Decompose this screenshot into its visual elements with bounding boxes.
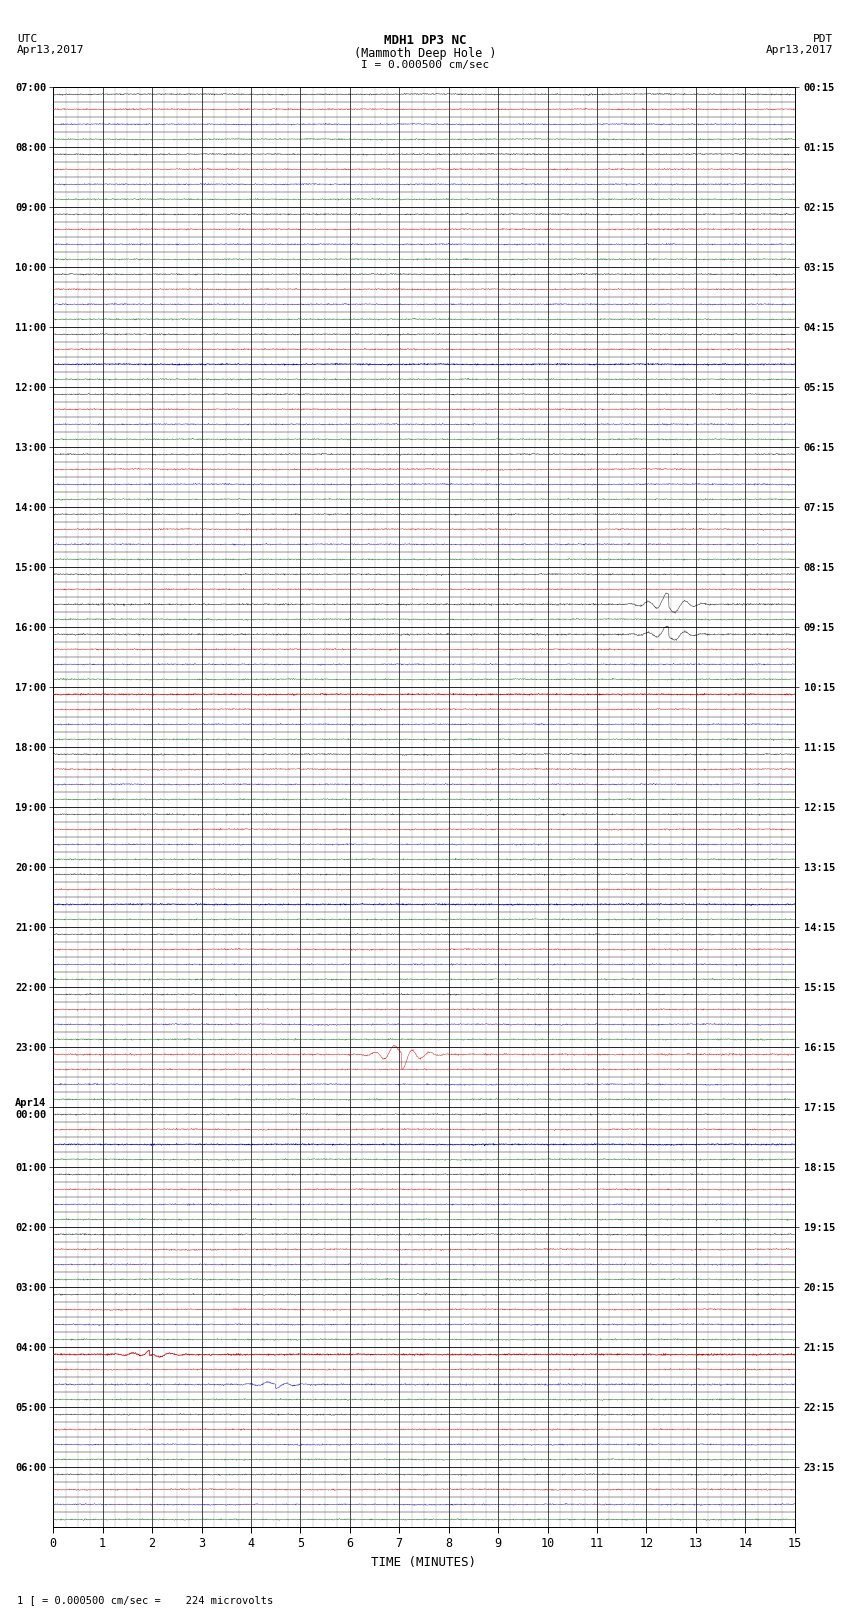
Text: 1 [ = 0.000500 cm/sec =    224 microvolts: 1 [ = 0.000500 cm/sec = 224 microvolts [17,1595,273,1605]
X-axis label: TIME (MINUTES): TIME (MINUTES) [371,1557,477,1569]
Text: I = 0.000500 cm/sec: I = 0.000500 cm/sec [361,60,489,69]
Text: Apr13,2017: Apr13,2017 [17,45,84,55]
Text: UTC: UTC [17,34,37,44]
Text: MDH1 DP3 NC: MDH1 DP3 NC [383,34,467,47]
Text: Apr13,2017: Apr13,2017 [766,45,833,55]
Text: PDT: PDT [813,34,833,44]
Text: (Mammoth Deep Hole ): (Mammoth Deep Hole ) [354,47,496,60]
